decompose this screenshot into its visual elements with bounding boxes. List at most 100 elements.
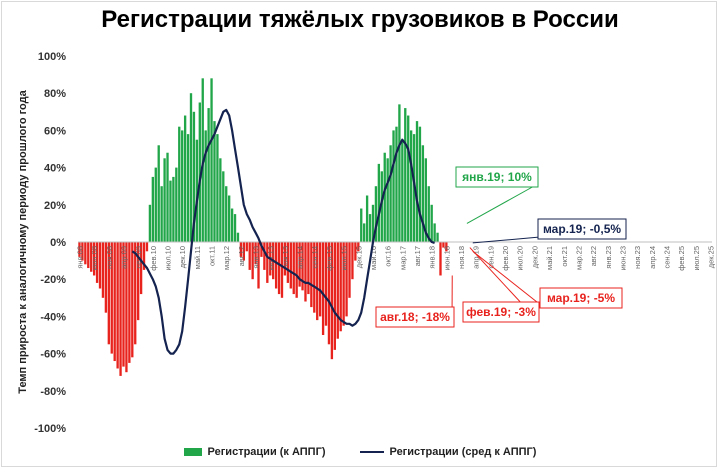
bar <box>389 145 392 242</box>
bar <box>260 242 263 257</box>
bar <box>266 242 269 283</box>
bar <box>365 195 369 242</box>
bar <box>357 242 360 252</box>
bar <box>128 242 131 363</box>
bar <box>98 242 102 289</box>
bar <box>404 108 407 242</box>
y-tick-label: 80% <box>44 88 66 100</box>
bar <box>219 158 222 242</box>
x-tick-label: янв.18 <box>428 246 437 269</box>
bar <box>116 242 119 369</box>
bar <box>418 126 422 242</box>
annotation-aug18-label: авг.18; -18% <box>380 310 450 324</box>
x-tick-label: май.11 <box>193 246 202 269</box>
bar <box>336 242 339 339</box>
bar <box>304 242 307 302</box>
x-tick-label: сен.14 <box>310 246 319 269</box>
bar <box>157 145 160 242</box>
x-tick-label: янв.23 <box>604 246 613 269</box>
bar <box>348 242 351 298</box>
bar <box>92 242 96 276</box>
bar <box>142 242 146 270</box>
bar <box>313 242 316 313</box>
bar <box>333 242 336 350</box>
bar <box>407 115 410 242</box>
legend-label-bars: Регистрации (к АППГ) <box>207 446 326 458</box>
bar <box>398 104 401 242</box>
bar <box>298 242 301 287</box>
bar <box>386 158 389 242</box>
bar <box>95 242 99 283</box>
bar <box>189 93 193 242</box>
x-tick-label: ноя.18 <box>457 246 466 269</box>
x-tick-label: ноя.23 <box>633 246 642 269</box>
bar <box>137 242 140 321</box>
y-tick-label: -20% <box>40 274 66 286</box>
bar <box>248 242 251 270</box>
bar <box>354 242 357 261</box>
bar <box>380 171 383 242</box>
x-tick-label: мар.17 <box>398 246 407 270</box>
x-tick-label: май.16 <box>369 246 378 270</box>
bar <box>125 242 128 373</box>
bar <box>233 214 237 242</box>
y-tick-label: 100% <box>38 51 66 63</box>
bar <box>424 158 427 242</box>
bar <box>286 242 290 283</box>
bar <box>254 242 257 265</box>
annotation-jan19-box <box>455 166 539 188</box>
bar <box>307 242 310 295</box>
bar <box>107 242 110 345</box>
bar <box>363 223 366 242</box>
x-tick-label: сен.24 <box>663 246 672 269</box>
annotation-mar19-avg-box <box>537 218 627 240</box>
annotation-jan19-label: янв.19; 10% <box>462 170 532 184</box>
bar <box>204 130 207 242</box>
bar <box>151 176 155 242</box>
bar <box>245 242 248 252</box>
bar <box>430 204 433 242</box>
annotation-mar19-leader <box>472 250 543 307</box>
x-tick-label: ноя.08 <box>105 246 114 269</box>
bar <box>242 242 246 261</box>
bar <box>166 152 169 242</box>
bar <box>210 78 213 242</box>
bar <box>169 180 172 242</box>
x-tick-label: фев.10 <box>149 246 158 271</box>
y-tick-label: 40% <box>44 163 66 175</box>
x-tick-label: апр.19 <box>472 246 481 269</box>
bar <box>427 186 430 242</box>
bar <box>415 121 419 242</box>
x-tick-label: дек.10 <box>178 246 187 268</box>
bar <box>377 163 381 242</box>
bar <box>301 242 304 291</box>
x-tick-label: апр.09 <box>119 246 128 269</box>
bar <box>351 242 354 280</box>
bar <box>292 242 295 295</box>
x-tick-label: авг.12 <box>237 246 246 266</box>
bar <box>342 242 345 326</box>
bar <box>374 186 378 242</box>
bar <box>134 242 137 345</box>
bar <box>172 176 175 242</box>
bar <box>186 134 190 242</box>
bar <box>104 242 108 313</box>
x-tick-label: апр.14 <box>296 246 305 269</box>
bar <box>442 242 445 248</box>
x-tick-label: янв.13 <box>252 246 261 269</box>
bar <box>436 232 439 242</box>
bar <box>181 130 184 242</box>
x-tick-label: сен.19 <box>486 246 495 269</box>
legend: Регистрации (к АППГ) Регистрации (сред к… <box>0 446 720 458</box>
x-tick-label: окт.11 <box>208 246 217 266</box>
x-tick-label: дек.25 <box>707 246 716 268</box>
x-tick-label: июн.18 <box>442 246 451 270</box>
bar <box>213 121 216 242</box>
legend-swatch-bars <box>183 448 202 456</box>
bar <box>122 242 125 367</box>
x-tick-label: фев.25 <box>677 246 686 271</box>
annotation-aug18-box <box>375 306 455 328</box>
bar <box>90 242 93 272</box>
